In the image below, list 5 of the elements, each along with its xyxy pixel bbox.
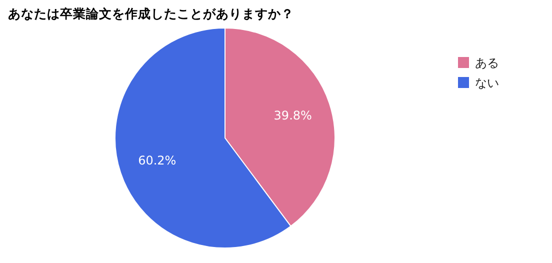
data-label: 60.2% [138, 154, 176, 168]
legend-label: ない [475, 76, 499, 90]
chart-title: あなたは卒業論文を作成したことがありますか？ [8, 6, 294, 21]
legend-label: ある [475, 56, 499, 70]
data-label: 39.8% [274, 108, 312, 122]
